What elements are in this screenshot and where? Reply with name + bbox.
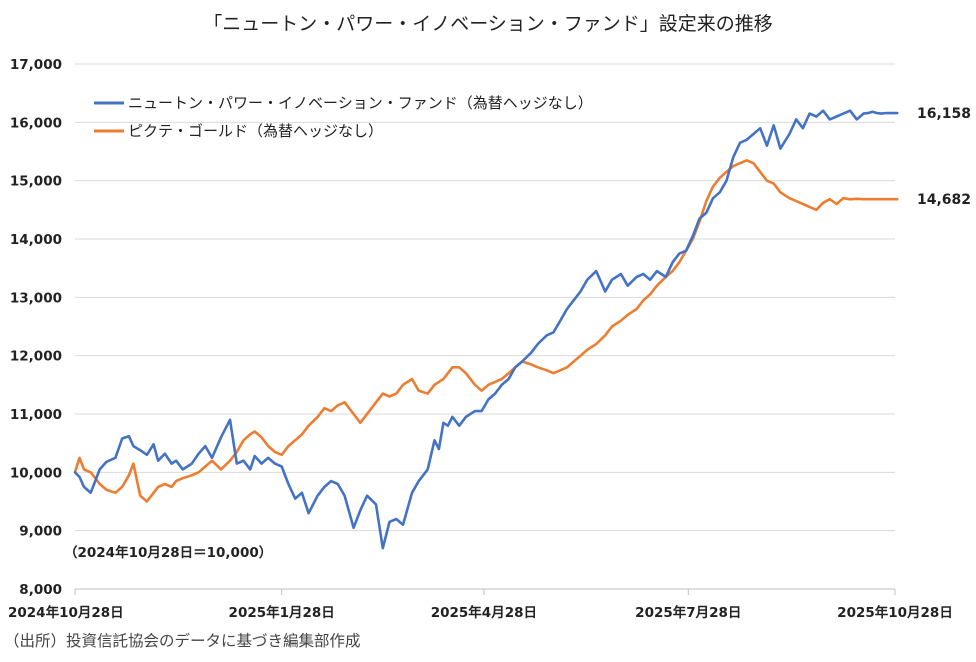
legend: ニュートン・パワー・イノベーション・ファンド（為替ヘッジなし） ピクテ・ゴールド（… — [94, 94, 593, 140]
series-lines — [73, 109, 899, 550]
y-tick-label: 17,000 — [10, 57, 62, 73]
grid-lines — [75, 63, 895, 590]
y-tick-label: 8,000 — [19, 582, 62, 598]
chart-title: 「ニュートン・パワー・イノベーション・ファンド」設定来の推移 — [203, 13, 773, 35]
y-tick-label: 14,000 — [10, 232, 62, 248]
y-tick-label: 11,000 — [10, 407, 62, 423]
y-tick-label: 13,000 — [10, 290, 62, 306]
end-value-label: 16,158 — [917, 106, 971, 122]
x-tick-label: 2025年1月28日 — [229, 604, 335, 621]
x-tick-label: 2025年4月28日 — [431, 604, 537, 621]
y-tick-label: 15,000 — [10, 174, 62, 190]
x-axis-ticks: 2024年10月28日 2025年1月28日 2025年4月28日 2025年7月28… — [8, 589, 953, 621]
y-axis-ticks: 8,000 9,000 10,000 11,000 12,000 13,000 14,000… — [10, 57, 62, 598]
y-tick-label: 12,000 — [10, 349, 62, 365]
legend-label: ニュートン・パワー・イノベーション・ファンド（為替ヘッジなし） — [128, 94, 593, 112]
legend-label: ピクテ・ゴールド（為替ヘッジなし） — [128, 122, 383, 140]
x-tick-label: 2025年7月28日 — [635, 604, 741, 621]
end-labels: 16,158 14,682 — [917, 106, 971, 208]
end-value-label: 14,682 — [917, 192, 971, 208]
series-line-newton — [73, 109, 899, 550]
y-tick-label: 16,000 — [10, 115, 62, 131]
x-tick-label: 2024年10月28日 — [8, 604, 124, 621]
base-date-note: （2024年10月28日＝10,000） — [64, 544, 272, 561]
x-tick-label: 2025年10月28日 — [837, 604, 953, 621]
series-line-pictet — [73, 159, 899, 503]
source-note: （出所）投資信託協会のデータに基づき編集部作成 — [4, 631, 361, 650]
y-tick-label: 10,000 — [10, 465, 62, 481]
y-tick-label: 9,000 — [19, 524, 62, 540]
